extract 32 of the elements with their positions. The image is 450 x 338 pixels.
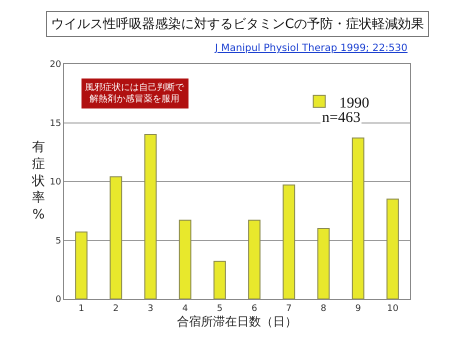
bar <box>213 260 226 299</box>
x-tick-label: 6 <box>251 304 258 314</box>
x-axis-title: 合宿所滞在日数（日） <box>177 314 297 329</box>
y-axis-title: 有症状率% <box>31 140 45 223</box>
bar <box>144 134 157 299</box>
bar <box>386 198 399 299</box>
bar <box>110 176 122 299</box>
y-tick-label: 5 <box>55 236 62 246</box>
text: J Manipul Physiol Therap 1999; 22:530 <box>214 43 408 54</box>
x-tick-label: 1 <box>78 304 84 314</box>
legend-label: 1990 <box>339 95 370 112</box>
x-tick-label: 7 <box>286 304 292 314</box>
x-tick-label: 3 <box>148 304 154 314</box>
y-tick-label: 15 <box>50 118 62 129</box>
bar <box>282 184 296 299</box>
y-tick-label: 20 <box>50 60 62 70</box>
bar <box>352 138 364 299</box>
bar <box>75 232 88 299</box>
annotation: n=463 <box>322 110 360 126</box>
x-tick-label: 4 <box>182 304 188 314</box>
x-tick-label: 9 <box>355 304 362 314</box>
bar <box>178 220 192 299</box>
x-tick-label: 2 <box>113 304 119 314</box>
x-tick-label: 10 <box>386 304 399 314</box>
bar <box>317 228 330 299</box>
y-tick-label: 10 <box>50 178 62 188</box>
bar <box>248 220 261 299</box>
y-tick-label: 0 <box>55 295 62 306</box>
chart-title: ウイルス性呼吸器感染に対するビタミンCの予防・症状軽減効果 <box>51 16 424 32</box>
x-tick-label: 8 <box>320 304 327 314</box>
annotation: 風邪症状には自己判断で解熱剤か感冒薬を服用 <box>85 82 185 105</box>
x-tick-label: 5 <box>216 304 223 314</box>
